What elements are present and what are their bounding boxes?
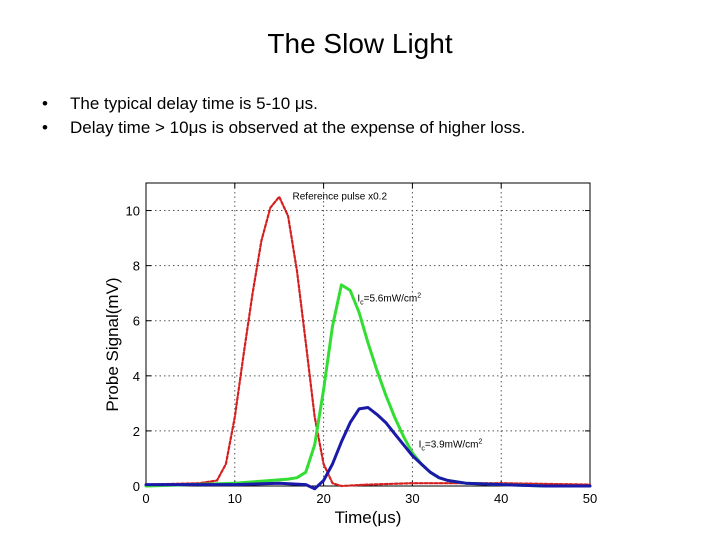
y-tick-label: 0 xyxy=(133,479,140,494)
annotations: Reference pulse x0.2 Ic=5.6mW/cm2 Ic=3.9mW… xyxy=(293,192,483,453)
x-tick-label: 20 xyxy=(316,491,330,506)
series-line-0 xyxy=(144,195,592,488)
slide-title: The Slow Light xyxy=(267,28,453,59)
annotation-2: Ic=3.9mW/cm2 xyxy=(419,438,483,452)
plot-frame xyxy=(145,182,591,487)
bullet-list: The typical delay time is 5-10 μs. Delay… xyxy=(42,92,525,140)
grid xyxy=(145,183,591,487)
annotation-0: Reference pulse x0.2 xyxy=(293,192,388,203)
x-axis-label: Time(μs) xyxy=(335,508,402,527)
x-tick-label: 40 xyxy=(494,491,508,506)
x-tick-label: 0 xyxy=(142,491,149,506)
annotation-1: Ic=5.6mW/cm2 xyxy=(357,292,421,306)
axis-ticks: 0 10 20 30 40 50 0 2 4 6 8 10 xyxy=(126,183,597,506)
series-group xyxy=(144,195,592,491)
y-tick-label: 2 xyxy=(133,424,140,439)
y-tick-label: 4 xyxy=(133,369,140,384)
y-tick-label: 6 xyxy=(133,314,140,329)
y-tick-label: 10 xyxy=(126,204,140,219)
x-tick-label: 30 xyxy=(405,491,419,506)
x-tick-label: 10 xyxy=(228,491,242,506)
y-axis-label: Probe Signal(mV) xyxy=(103,277,122,411)
x-tick-label: 50 xyxy=(583,491,597,506)
series-line-2 xyxy=(144,406,592,491)
bullet-item: The typical delay time is 5-10 μs. xyxy=(42,92,525,116)
y-tick-label: 8 xyxy=(133,259,140,274)
bullet-item: Delay time > 10μs is observed at the exp… xyxy=(42,116,525,140)
series-line-1 xyxy=(144,283,592,488)
